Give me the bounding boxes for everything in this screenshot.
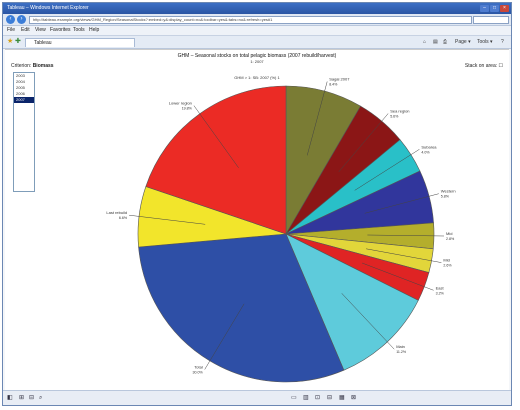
leader-line: [193, 105, 239, 168]
leader-line: [367, 234, 445, 237]
year-option[interactable]: 2005: [16, 85, 25, 90]
leader-line: [364, 193, 439, 214]
title-bar: Tableau – Windows Internet Explorer – □ …: [3, 3, 511, 14]
slice-value-label: 5.6%: [390, 115, 399, 119]
status-bar: ◧ ⊞ ⊟ ⌕ ▭ ▥ ⊡ ⊟ ▦ ⊠: [3, 390, 511, 405]
leader-line: [129, 214, 206, 225]
menu-favorites[interactable]: Favorites: [50, 27, 71, 33]
minimize-button[interactable]: –: [480, 5, 489, 12]
report-title: GHM – Seasonal stocks on total pelagic b…: [177, 53, 337, 59]
home-icon[interactable]: ⌂: [423, 39, 427, 45]
export-data-icon[interactable]: ▥: [303, 395, 309, 401]
chart-caption: GHM > 1: SB: 2007 (%) 1: [234, 75, 280, 80]
revert-icon[interactable]: ▦: [339, 395, 345, 401]
year-listbox[interactable]: 2003 2004 2005 2006 2007: [13, 72, 35, 192]
menu-bar: File Edit View Favorites Tools Help: [3, 26, 511, 36]
criterion-filter: Criterion: Biomass: [11, 63, 54, 69]
slice-label: Lower region: [169, 101, 192, 106]
favorites-star-icon[interactable]: ★: [7, 38, 14, 45]
menu-view[interactable]: View: [35, 27, 46, 33]
leader-line: [366, 248, 442, 263]
slice-label: Subarea: [421, 144, 437, 149]
url-input[interactable]: http://tableau.example.org/views/GHM_Reg…: [29, 16, 472, 24]
refresh-icon[interactable]: ⊠: [351, 395, 357, 401]
year-option[interactable]: 2003: [16, 73, 25, 78]
slice-label: Mid: [446, 231, 452, 236]
leader-line: [354, 149, 420, 191]
report-subtitle: 1: 2007: [250, 59, 264, 64]
export-crosstab-icon[interactable]: ⊡: [315, 395, 321, 401]
slice-value-label: 6.6%: [119, 216, 128, 220]
forward-button[interactable]: ›: [17, 15, 26, 24]
page-menu-button[interactable]: Page ▾: [455, 39, 471, 45]
slice-value-label: 11.2%: [396, 350, 407, 354]
slice-value-label: 5.8%: [441, 195, 450, 199]
back-button[interactable]: ‹: [6, 15, 15, 24]
menu-help[interactable]: Help: [89, 27, 100, 33]
slice-value-label: 4.0%: [421, 150, 430, 154]
slice-label: East: [436, 285, 445, 290]
slice-value-label: 2.8%: [446, 237, 455, 241]
tools-menu-button[interactable]: Tools ▾: [477, 39, 493, 45]
window-title: Tableau – Windows Internet Explorer: [7, 5, 89, 11]
zone-icon[interactable]: ◧: [7, 395, 13, 401]
leader-line: [362, 262, 434, 291]
print-icon[interactable]: ⎙: [443, 39, 448, 45]
find-icon[interactable]: ⌕: [39, 395, 43, 401]
search-input[interactable]: [473, 16, 509, 24]
slice-value-label: 19.8%: [182, 107, 193, 111]
close-button[interactable]: ×: [500, 5, 509, 12]
view-list-icon[interactable]: ⊟: [29, 395, 35, 401]
browser-window: Tableau – Windows Internet Explorer – □ …: [2, 2, 512, 406]
tab-label: Tableau: [34, 40, 52, 46]
help-icon[interactable]: ?: [501, 39, 504, 45]
leader-line: [204, 303, 245, 370]
tab-bar: ★ ✚ Tableau ⌂ ▤ ⎙ Page ▾ Tools ▾ ?: [3, 36, 511, 49]
leader-line: [338, 113, 389, 173]
add-favorite-icon[interactable]: ✚: [15, 38, 21, 45]
export-image-icon[interactable]: ▭: [291, 395, 297, 401]
year-option[interactable]: 2004: [16, 79, 25, 84]
year-option[interactable]: 2007: [14, 97, 34, 103]
menu-edit[interactable]: Edit: [21, 27, 30, 33]
stack-checkbox[interactable]: ☐: [498, 63, 503, 69]
address-bar: ‹ › http://tableau.example.org/views/GHM…: [3, 14, 511, 26]
feeds-icon[interactable]: ▤: [433, 39, 438, 45]
slice-value-label: 2.6%: [443, 264, 452, 268]
report-content: GHM – Seasonal stocks on total pelagic b…: [5, 49, 509, 392]
slice-label: Western: [441, 189, 456, 194]
slice-label: Sagal 2007: [329, 77, 350, 82]
slice-label: Sea region: [390, 109, 409, 114]
criterion-value[interactable]: Biomass: [32, 63, 54, 69]
menu-tools[interactable]: Tools: [73, 27, 85, 33]
maximize-button[interactable]: □: [490, 5, 499, 12]
view-grid-icon[interactable]: ⊞: [19, 395, 25, 401]
slice-label: Total: [194, 365, 203, 370]
slice-label: Last rebuild: [106, 210, 127, 215]
leader-line: [341, 293, 395, 350]
slice-value-label: 3.2%: [436, 291, 445, 295]
criterion-label: Criterion:: [11, 63, 32, 69]
leader-line: [306, 81, 328, 156]
export-pdf-icon[interactable]: ⊟: [327, 395, 333, 401]
stack-label: Stack on area:: [464, 63, 498, 69]
menu-file[interactable]: File: [7, 27, 16, 33]
slice-value-label: 8.4%: [329, 83, 338, 87]
slice-label: Main: [396, 344, 405, 349]
slice-value-label: 30.0%: [192, 371, 203, 375]
tab-tableau[interactable]: Tableau: [25, 38, 135, 47]
stack-control[interactable]: Stack on area: ☐: [465, 63, 503, 69]
slice-label: Mid: [443, 258, 449, 263]
year-option[interactable]: 2006: [16, 91, 25, 96]
